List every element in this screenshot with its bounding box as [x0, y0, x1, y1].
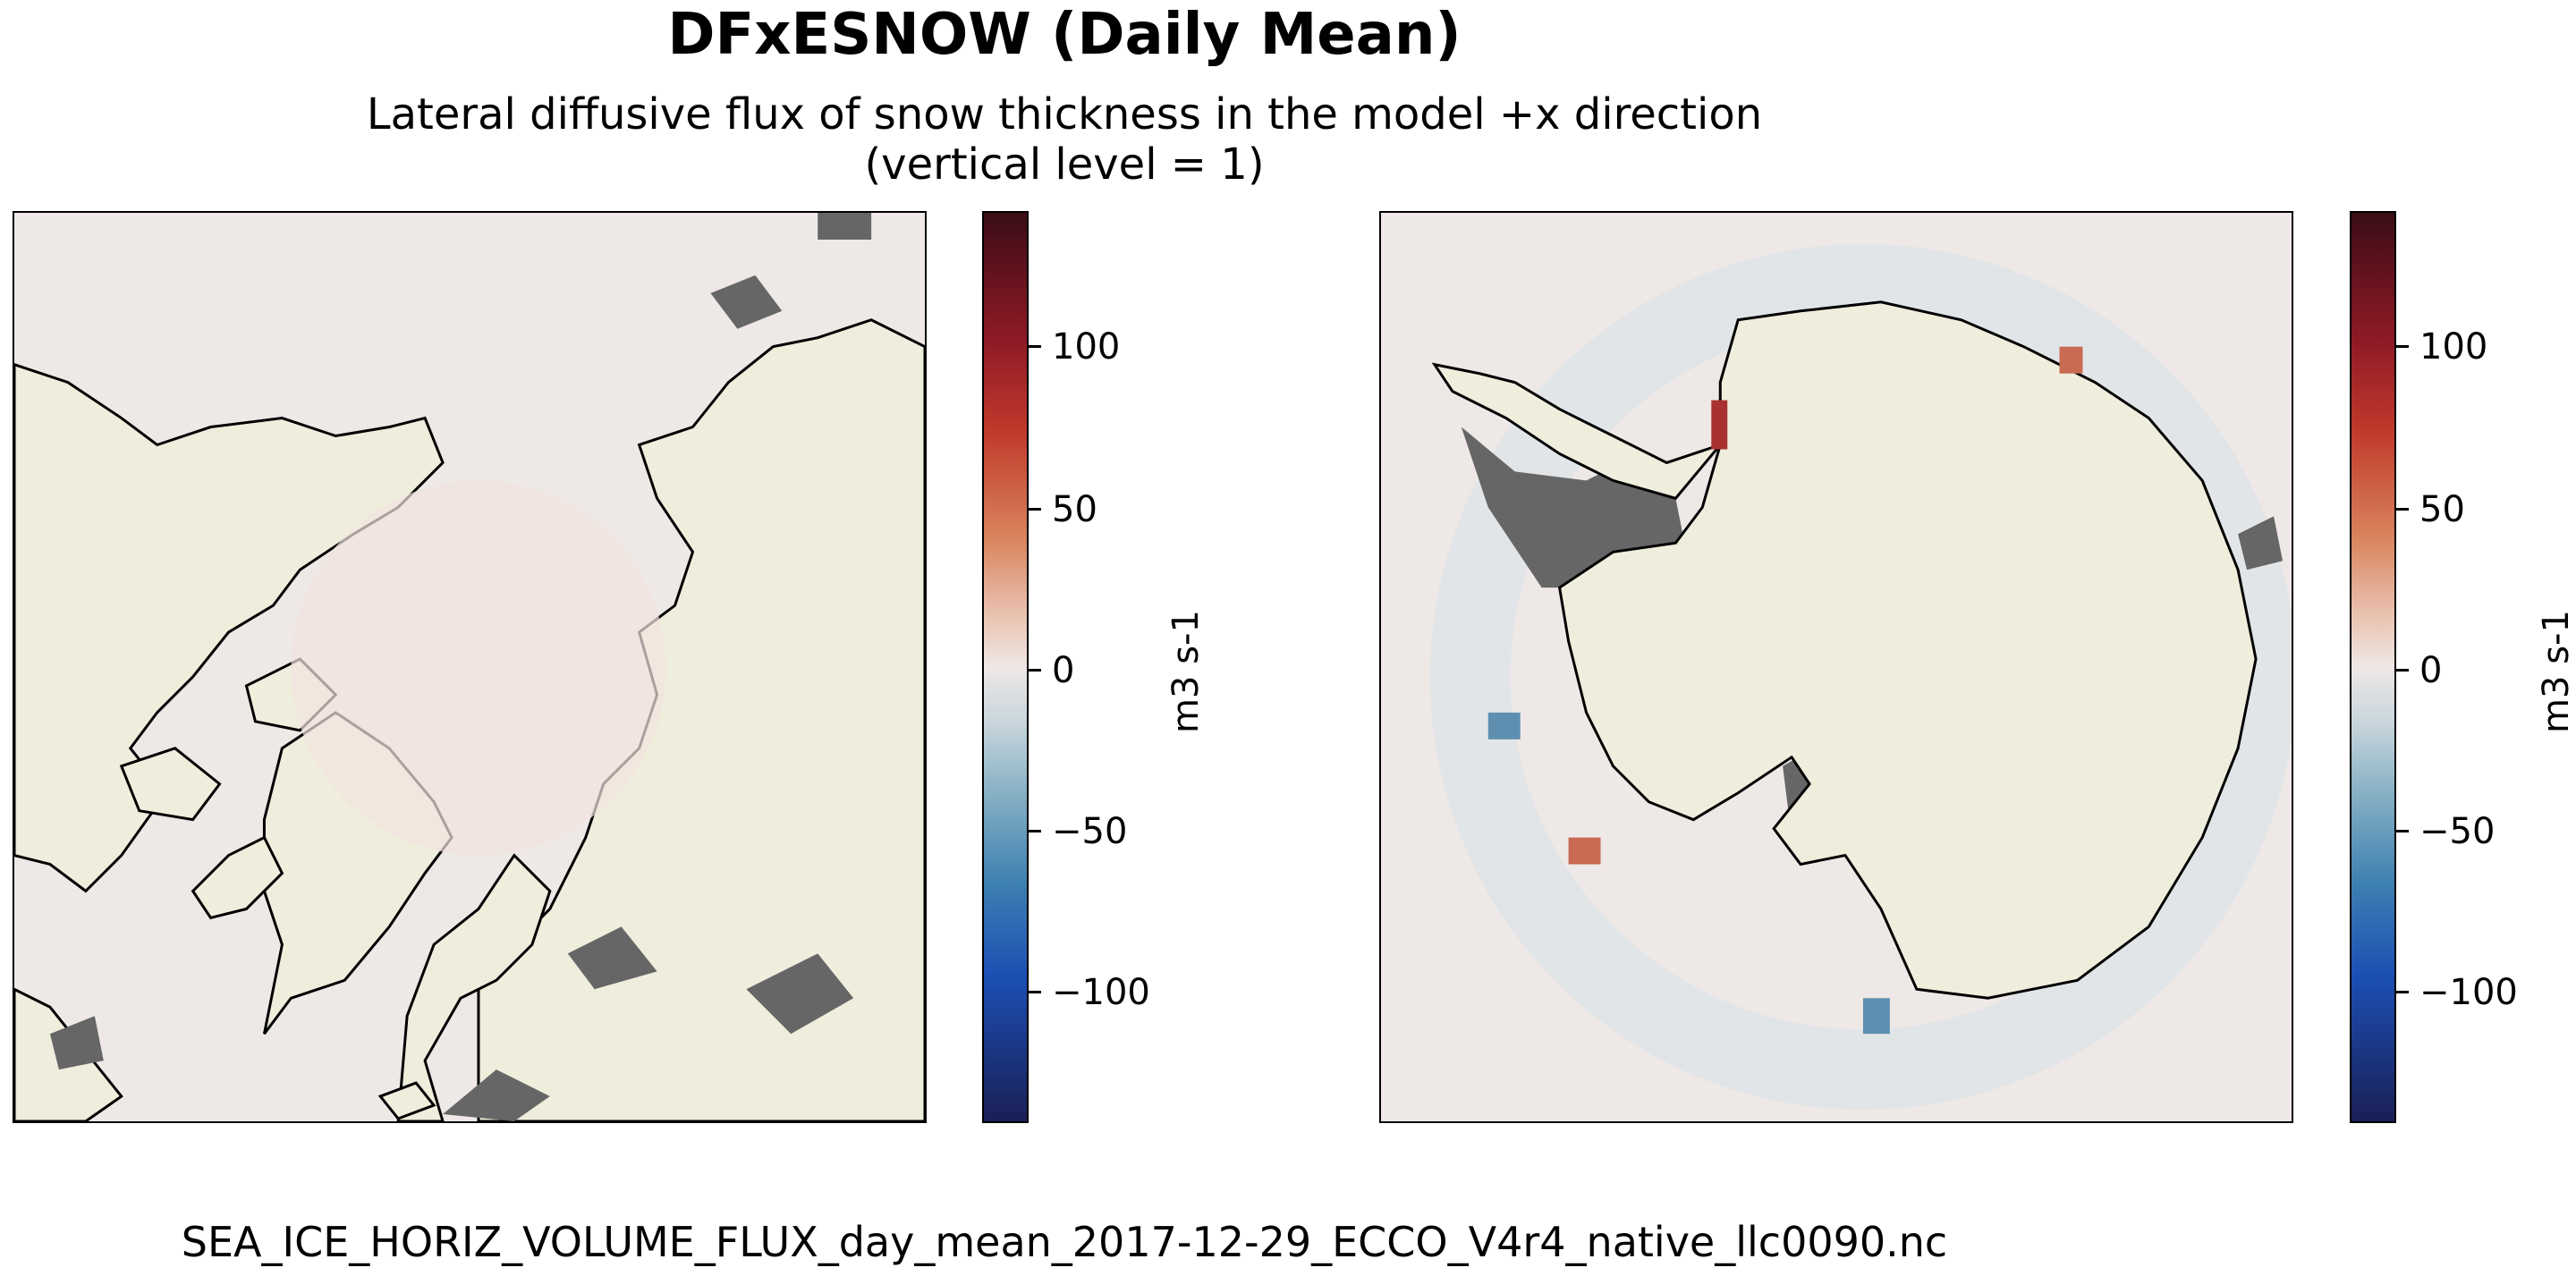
eurasia-land — [477, 318, 925, 1121]
masked-seas — [49, 213, 872, 1121]
colorbar-north — [982, 211, 1029, 1123]
colorbar-north-tick-50 — [1029, 508, 1041, 511]
colorbar-south-label-100: 100 — [2419, 326, 2488, 368]
colorbar-south-tick-100 — [2396, 345, 2409, 348]
antarctic-map-canvas — [1381, 213, 2292, 1121]
colorbar-south-label-minus50: −50 — [2419, 811, 2496, 852]
colorbar-north-tick-minus50 — [1029, 830, 1041, 832]
colorbar-north-label-0: 0 — [1052, 650, 1075, 691]
source-filename: SEA_ICE_HORIZ_VOLUME_FLUX_day_mean_2017-… — [181, 1218, 1948, 1266]
masked-ice-shelves — [1461, 427, 2284, 838]
sea-ice-flux-field — [291, 480, 666, 856]
figure-title: DFxESNOW (Daily Mean) — [667, 2, 1462, 68]
flux-negative-patch-2 — [1862, 998, 1890, 1035]
colorbar-north-label-50: 50 — [1052, 489, 1097, 530]
flux-negative-patch — [1487, 712, 1521, 739]
flux-positive-patch-2 — [1568, 837, 1601, 865]
scandinavia-land — [396, 853, 552, 1121]
colorbar-north-label-100: 100 — [1052, 326, 1121, 368]
colorbar-south-label-50: 50 — [2419, 489, 2465, 530]
figure-subtitle: Lateral diffusive flux of snow thickness… — [0, 89, 2129, 190]
colorbar-north-tick-0 — [1029, 669, 1041, 672]
subtitle-line-1: Lateral diffusive flux of snow thickness… — [366, 89, 1763, 139]
subtitle-line-2: (vertical level = 1) — [864, 139, 1265, 190]
colorbar-south-tick-minus50 — [2396, 830, 2409, 832]
sea-ice-flux-ring — [1430, 244, 2292, 1110]
colorbar-south-tick-50 — [2396, 508, 2409, 511]
antarctic-peninsula — [1431, 362, 1724, 501]
flux-high-positive — [1711, 400, 1728, 450]
antarctica-land — [1557, 300, 2258, 1000]
colorbar-south-label-minus100: −100 — [2419, 972, 2518, 1013]
colorbar-south — [2350, 211, 2396, 1123]
colorbar-north-tick-minus100 — [1029, 991, 1041, 993]
colorbar-north-label-minus100: −100 — [1052, 972, 1150, 1013]
colorbar-south-tick-minus100 — [2396, 991, 2409, 993]
iceland-land — [377, 1081, 436, 1120]
arctic-map — [13, 211, 927, 1123]
colorbar-north-label-minus50: −50 — [1052, 811, 1128, 852]
colorbar-south-label-0: 0 — [2419, 650, 2443, 691]
flux-positive-patch — [2059, 346, 2083, 374]
arctic-map-canvas — [14, 213, 925, 1121]
colorbar-south-tick-0 — [2396, 669, 2409, 672]
antarctic-map — [1379, 211, 2293, 1123]
north-america-land — [14, 363, 445, 893]
colorbar-north-unit: m3 s-1 — [1165, 610, 1207, 733]
colorbar-south-unit: m3 s-1 — [2536, 610, 2576, 733]
colorbar-north-tick-100 — [1029, 345, 1041, 348]
